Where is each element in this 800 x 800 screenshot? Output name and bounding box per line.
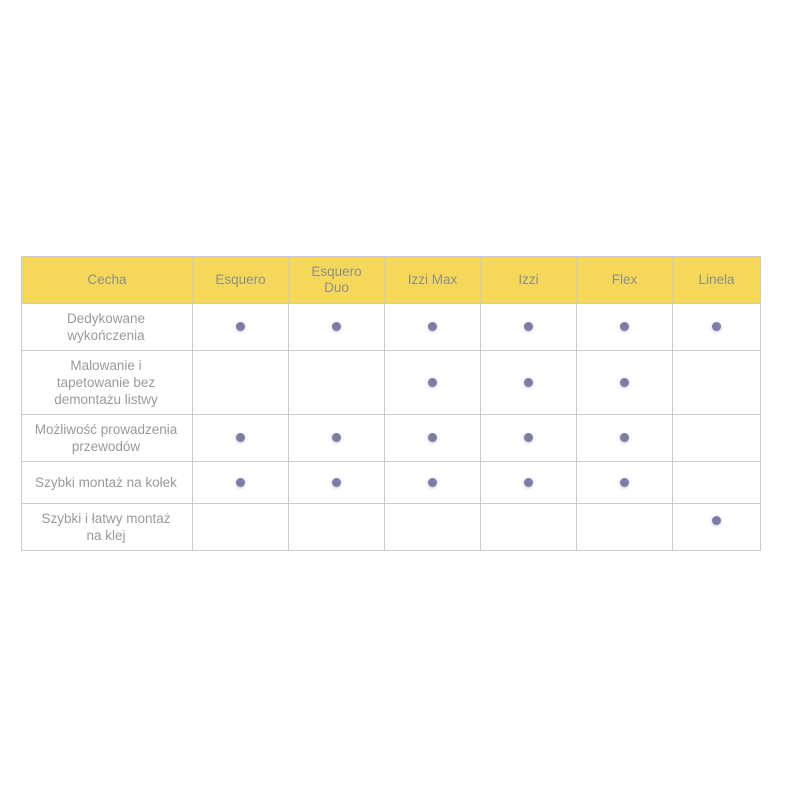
feature-line: tapetowanie bez [56,375,156,390]
feature-line: Dedykowane [66,311,146,326]
mark-cell-kolek-izzi-max [384,461,481,504]
feature-label-montaz-na-klej: Szybki i łatwy montaż na klej [21,503,193,551]
mark-cell-klej-esquero-duo [288,503,385,551]
mark-cell-przewody-flex [576,414,673,462]
mark-cell-malowanie-linela [672,350,761,415]
mark-dot-icon [524,377,533,387]
feature-line: wykończenia [67,328,145,343]
feature-line: Malowanie i [70,358,142,373]
mark-dot-icon [236,322,245,331]
header-label-izzi: Izzi [518,272,539,287]
mark-dot-icon [712,322,721,331]
mark-cell-dedykowane-esquero [192,303,289,351]
mark-dot-icon [524,433,533,442]
comparison-table: Cecha Esquero Esquero Duo Izzi Max Izzi … [21,256,761,551]
mark-dot-icon [236,477,245,487]
mark-cell-klej-izzi-max [384,503,481,551]
feature-line: Możliwość prowadzenia [34,422,178,437]
header-label-feature: Cecha [87,272,127,287]
mark-cell-dedykowane-linela [672,303,761,351]
header-label-flex: Flex [611,272,638,287]
table-row: Szybki i łatwy montaż na klej [21,503,761,551]
mark-cell-klej-izzi [480,503,577,551]
feature-line: demontażu listwy [54,392,158,407]
feature-line: Szybki montaż na kołek [35,475,177,490]
header-cell-esquero-duo: Esquero Duo [288,256,385,304]
table-row: Szybki montaż na kołek [21,461,761,504]
mark-cell-kolek-esquero [192,461,289,504]
feature-line: Szybki i łatwy montaż [41,511,171,526]
feature-line: przewodów [71,439,141,454]
feature-label-montaz-na-kolek: Szybki montaż na kołek [21,461,193,504]
table-row: Możliwość prowadzenia przewodów [21,414,761,462]
mark-cell-dedykowane-esquero-duo [288,303,385,351]
mark-dot-icon [524,322,533,331]
table-body: Dedykowane wykończenia Malowanie i tapet… [21,303,761,551]
mark-cell-kolek-linela [672,461,761,504]
table-header: Cecha Esquero Esquero Duo Izzi Max Izzi … [21,256,761,304]
mark-dot-icon [332,322,341,331]
mark-cell-malowanie-izzi-max [384,350,481,415]
feature-line: na klej [86,528,126,543]
header-label-esquero-duo-line2: Duo [324,280,349,295]
mark-dot-icon [620,477,629,487]
table-row: Malowanie i tapetowanie bez demontażu li… [21,350,761,415]
mark-cell-malowanie-esquero [192,350,289,415]
mark-cell-dedykowane-izzi [480,303,577,351]
header-label-esquero-duo-line1: Esquero [311,264,362,279]
mark-dot-icon [524,477,533,487]
mark-cell-malowanie-izzi [480,350,577,415]
mark-cell-przewody-esquero-duo [288,414,385,462]
header-cell-esquero: Esquero [192,256,289,304]
mark-cell-przewody-linela [672,414,761,462]
feature-label-malowanie-tapetowanie: Malowanie i tapetowanie bez demontażu li… [21,350,193,415]
mark-dot-icon [428,377,437,387]
mark-cell-malowanie-flex [576,350,673,415]
header-row: Cecha Esquero Esquero Duo Izzi Max Izzi … [21,256,761,304]
mark-dot-icon [332,433,341,442]
mark-dot-icon [428,477,437,487]
header-cell-feature: Cecha [21,256,193,304]
mark-cell-klej-esquero [192,503,289,551]
header-cell-linela: Linela [672,256,761,304]
mark-cell-przewody-izzi-max [384,414,481,462]
header-cell-izzi: Izzi [480,256,577,304]
comparison-table-container: Cecha Esquero Esquero Duo Izzi Max Izzi … [21,256,761,551]
mark-dot-icon [428,322,437,331]
mark-cell-kolek-flex [576,461,673,504]
mark-dot-icon [620,433,629,442]
mark-dot-icon [620,322,629,331]
header-cell-flex: Flex [576,256,673,304]
mark-cell-kolek-esquero-duo [288,461,385,504]
mark-dot-icon [620,377,629,387]
feature-label-dedykowane-wykonczenia: Dedykowane wykończenia [21,303,193,351]
mark-dot-icon [332,477,341,487]
mark-dot-icon [712,516,721,525]
mark-cell-przewody-esquero [192,414,289,462]
header-label-linela: Linela [698,272,735,287]
mark-cell-klej-linela [672,503,761,551]
mark-cell-przewody-izzi [480,414,577,462]
mark-dot-icon [428,433,437,442]
mark-cell-malowanie-esquero-duo [288,350,385,415]
header-cell-izzi-max: Izzi Max [384,256,481,304]
mark-cell-kolek-izzi [480,461,577,504]
mark-dot-icon [236,433,245,442]
mark-cell-dedykowane-izzi-max [384,303,481,351]
mark-cell-dedykowane-flex [576,303,673,351]
mark-cell-klej-flex [576,503,673,551]
feature-label-prowadzenie-przewodow: Możliwość prowadzenia przewodów [21,414,193,462]
header-label-izzi-max: Izzi Max [407,272,458,287]
header-label-esquero: Esquero [215,272,266,287]
table-row: Dedykowane wykończenia [21,303,761,351]
